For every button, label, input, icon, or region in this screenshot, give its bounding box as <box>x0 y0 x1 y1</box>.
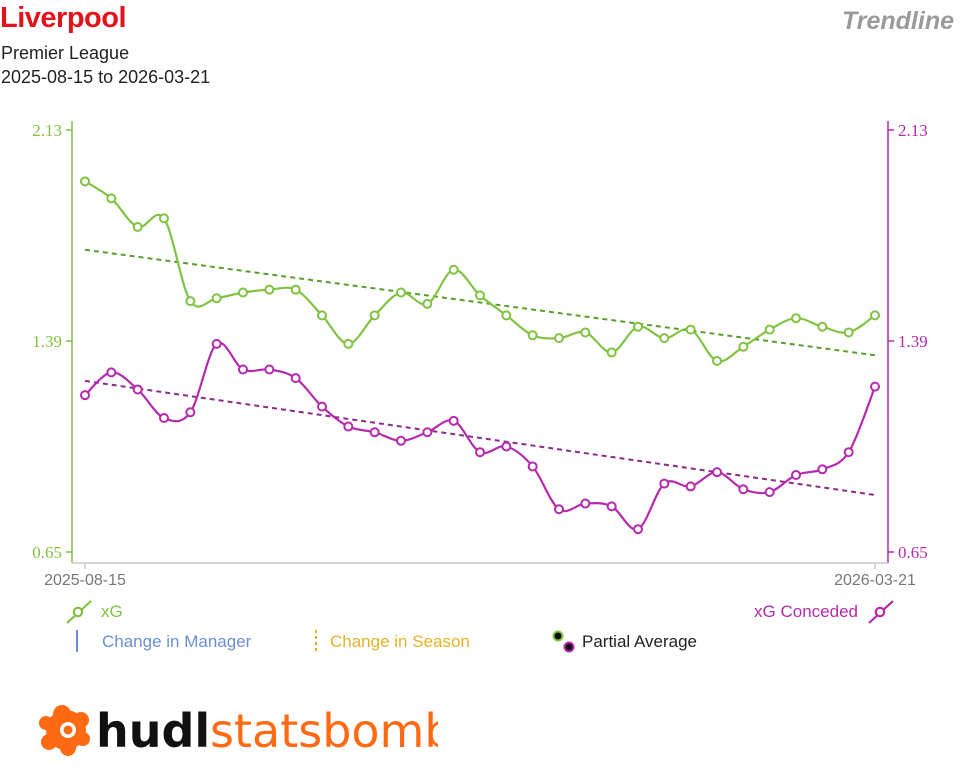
xg-trendline <box>84 248 876 357</box>
xg-point <box>580 327 591 338</box>
y-tick-label-right: 2.13 <box>898 121 928 140</box>
xg-point <box>738 341 749 352</box>
xg-point <box>633 321 643 332</box>
y-tick-label-left: 1.39 <box>32 332 62 351</box>
xg-point <box>606 347 617 358</box>
xg-conceded-point <box>396 435 406 446</box>
xg-point <box>238 287 248 298</box>
logo-mark: hudl statsbomb <box>39 704 454 758</box>
xg-conceded-point <box>685 481 696 492</box>
xg-point <box>185 296 196 307</box>
xg-point <box>764 324 775 335</box>
xg-point <box>791 313 801 324</box>
xg-point <box>448 264 459 275</box>
xg-point <box>554 333 564 344</box>
xg-conceded-point <box>738 484 749 495</box>
xg-conceded-point <box>106 367 117 378</box>
xg-point <box>396 287 406 298</box>
x-tick-label-end: 2026-03-21 <box>834 572 916 589</box>
xg-conceded-point <box>501 441 512 452</box>
xg-conceded-point <box>659 478 670 489</box>
chart-type-label: Trendline <box>841 7 954 35</box>
xg-point <box>106 193 117 204</box>
xg-conceded-point <box>870 381 880 392</box>
xg-conceded-point <box>238 364 248 375</box>
xg-conceded-point <box>817 464 828 475</box>
chart-axes: 2.13 2.13 1.39 1.39 0.65 0.65 2025-08-15 2026-0… <box>32 121 928 589</box>
xg-point <box>475 290 485 301</box>
xg-conceded-point <box>290 373 301 384</box>
xg-conceded-point <box>369 427 380 438</box>
xg-conceded-trendline <box>84 379 876 496</box>
xg-point <box>685 324 696 335</box>
xg-legend-label: xG <box>101 602 123 621</box>
xg-conceded-point <box>712 467 722 478</box>
manager-change-legend-icon <box>76 630 78 652</box>
hudl-statsbomb-logo: hudl statsbomb <box>38 700 454 767</box>
season-change-legend-icon <box>315 630 317 652</box>
xg-conceded-point <box>475 447 485 458</box>
xg-point <box>817 321 828 332</box>
manager-change-legend-label: Change in Manager <box>102 632 252 651</box>
partial-average-legend-label: Partial Average <box>582 632 697 651</box>
xg-conceded-point <box>791 470 801 481</box>
xg-conceded-point <box>343 421 354 432</box>
xg-conceded-point <box>211 338 222 349</box>
xg-conceded-point <box>633 524 643 535</box>
xg-conceded-legend-icon <box>868 600 894 624</box>
xg-point <box>422 298 433 309</box>
xg-point <box>317 310 327 321</box>
xg-conceded-point <box>185 407 196 418</box>
partial-average-legend-icon <box>552 630 575 653</box>
xg-conceded-point <box>317 401 327 412</box>
xg-conceded-series-line <box>84 341 877 531</box>
xg-point <box>290 284 301 295</box>
y-tick-label-right: 1.39 <box>898 332 928 351</box>
xg-series-line <box>84 180 876 363</box>
page-title: Liverpool <box>0 2 127 34</box>
xg-point <box>264 284 275 295</box>
logo-hudl-text: hudl <box>96 704 210 758</box>
xg-point <box>211 293 222 304</box>
xg-point <box>132 221 143 232</box>
logo-statsbomb-text: statsbomb <box>210 704 438 758</box>
y-tick-label-left: 0.65 <box>32 543 62 562</box>
chart-marks <box>80 176 880 535</box>
competition-label: Premier League <box>1 43 130 63</box>
xg-conceded-point <box>580 498 591 509</box>
xg-point <box>527 330 538 341</box>
xg-point <box>159 213 169 224</box>
xg-conceded-point <box>422 427 433 438</box>
xg-point <box>80 176 90 187</box>
x-tick-label-start: 2025-08-15 <box>44 572 126 589</box>
xg-point <box>659 333 670 344</box>
xg-point <box>343 338 354 349</box>
xg-conceded-point <box>132 384 143 395</box>
xg-point <box>712 355 722 366</box>
xg-point <box>870 310 880 321</box>
xg-conceded-point <box>448 415 459 426</box>
xg-conceded-point <box>264 364 275 375</box>
xg-point <box>369 310 380 321</box>
xg-conceded-point <box>843 447 854 458</box>
xg-conceded-point <box>764 487 775 498</box>
xg-conceded-legend-label: xG Conceded <box>754 602 858 621</box>
season-change-legend-label: Change in Season <box>330 632 470 651</box>
date-range-label: 2025-08-15 to 2026-03-21 <box>1 67 211 87</box>
xg-conceded-point <box>159 412 169 423</box>
xg-point <box>501 310 512 321</box>
y-tick-label-left: 2.13 <box>32 121 62 140</box>
xg-conceded-point <box>554 504 564 515</box>
xg-conceded-point <box>527 461 538 472</box>
xg-point <box>843 327 854 338</box>
y-tick-label-right: 0.65 <box>898 543 928 562</box>
xg-conceded-point <box>606 501 617 512</box>
xg-legend-icon <box>66 600 92 624</box>
xg-conceded-point <box>80 390 90 401</box>
